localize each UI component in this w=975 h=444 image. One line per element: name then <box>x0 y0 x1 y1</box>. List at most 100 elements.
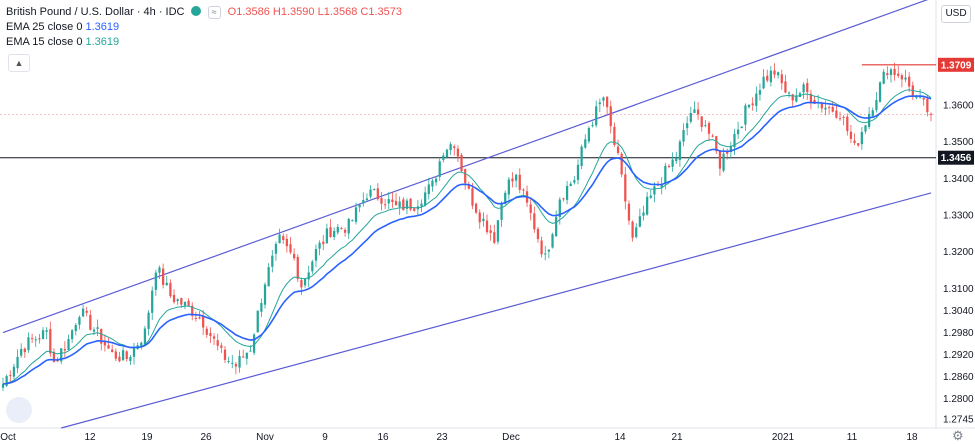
candle-body <box>809 93 813 103</box>
candle-body <box>686 123 689 129</box>
symbol-title[interactable]: British Pound / U.S. Dollar · 4h · IDC <box>6 6 185 18</box>
candle-body <box>795 96 798 102</box>
candle-body <box>784 81 787 93</box>
collapse-legend-button[interactable]: ▲ <box>8 54 30 72</box>
candle-body <box>467 185 470 189</box>
currency-button[interactable]: USD <box>941 5 971 23</box>
candle-body <box>871 110 874 116</box>
candle-body <box>707 123 711 134</box>
candle-body <box>100 328 103 344</box>
price-axis-label: 1.3200 <box>943 247 974 258</box>
candle-body <box>289 244 292 253</box>
candle-body <box>194 317 198 319</box>
time-axis-label: Oct <box>0 432 16 443</box>
candle-body <box>358 204 361 208</box>
candle-body <box>922 97 925 100</box>
candle-body <box>369 189 372 197</box>
candle-body <box>161 268 165 285</box>
candle-body <box>74 325 77 332</box>
price-axis-label: 1.2980 <box>943 328 974 339</box>
candle-body <box>16 356 19 369</box>
gear-icon[interactable]: ⚙ <box>952 428 964 443</box>
legend-ema25-row[interactable]: EMA 25 close 0 1.3619 <box>6 20 402 35</box>
candle-body <box>660 184 663 188</box>
candle-body <box>60 348 63 362</box>
price-axis-label: 1.3709 <box>941 60 972 71</box>
ema25-line[interactable] <box>2 95 932 385</box>
candle-body <box>96 327 99 329</box>
price-axis-label: 1.2860 <box>943 372 974 383</box>
candle-body <box>89 314 92 330</box>
candle-body <box>267 267 270 287</box>
legend-ema15-row[interactable]: EMA 15 close 0 1.3619 <box>6 35 402 50</box>
candle-body <box>682 130 685 142</box>
candle-body <box>591 125 594 127</box>
candle-body <box>256 310 259 333</box>
candle-body <box>849 131 853 139</box>
time-axis-label: 12 <box>84 432 96 443</box>
candle-body <box>198 317 201 319</box>
candle-body <box>478 212 481 223</box>
price-axis-label: 1.2920 <box>943 350 974 361</box>
candle-body <box>56 360 59 362</box>
candle-body <box>329 227 332 237</box>
candle-body <box>336 226 339 233</box>
candle-body <box>23 348 26 353</box>
candle-body <box>111 349 114 353</box>
candle-body <box>165 282 168 286</box>
candle-body <box>646 196 649 215</box>
candle-body <box>347 218 350 234</box>
candle-body <box>547 249 551 252</box>
candle-body <box>34 339 37 341</box>
candle-body <box>893 69 896 76</box>
candle-body <box>242 356 245 358</box>
candle-body <box>431 180 434 187</box>
ema15-line[interactable] <box>2 89 932 385</box>
time-axis-label: Nov <box>256 432 274 443</box>
candle-body <box>387 199 390 204</box>
candle-body <box>482 218 485 222</box>
candle-body <box>755 93 758 106</box>
candle-body <box>565 185 569 200</box>
candle-body <box>595 106 598 126</box>
candle-body <box>886 73 889 76</box>
ema15-label: EMA 15 close 0 <box>6 36 83 48</box>
price-axis-label: 1.2745 <box>943 414 974 425</box>
candle-body <box>216 340 219 346</box>
candle-body <box>671 159 674 167</box>
time-axis-label: 9 <box>322 432 328 443</box>
channel-lower-line[interactable] <box>61 192 932 429</box>
candle-body <box>154 272 157 290</box>
candle-body <box>493 232 496 243</box>
channel-upper-line[interactable] <box>2 0 931 334</box>
candle-body <box>536 228 540 240</box>
candle-body <box>220 345 223 348</box>
candle-body <box>555 216 558 237</box>
candle-body <box>351 220 354 222</box>
candle-body <box>631 221 634 238</box>
candle-body <box>121 350 125 361</box>
candle-body <box>544 253 547 255</box>
candle-body <box>747 104 751 108</box>
legend-symbol-row: British Pound / U.S. Dollar · 4h · IDC ≈… <box>6 5 402 20</box>
candle-body <box>889 69 893 75</box>
candle-body <box>322 241 325 245</box>
candle-body <box>252 334 256 353</box>
candle-body <box>675 157 678 162</box>
time-axis-label: Dec <box>502 432 520 443</box>
candle-body <box>842 116 845 118</box>
candle-body <box>824 107 827 110</box>
candle-body <box>624 174 627 202</box>
candle-body <box>129 357 132 361</box>
candle-body <box>314 248 318 261</box>
candle-body <box>325 228 329 244</box>
candle-body <box>445 149 449 158</box>
ema25-label: EMA 25 close 0 <box>6 21 83 33</box>
price-axis-label: 1.2800 <box>943 394 974 405</box>
compare-icon[interactable]: ≈ <box>207 6 221 19</box>
candle-body <box>333 231 336 238</box>
candle-body <box>285 238 288 247</box>
candle-body <box>878 82 882 102</box>
candle-body <box>838 118 842 120</box>
